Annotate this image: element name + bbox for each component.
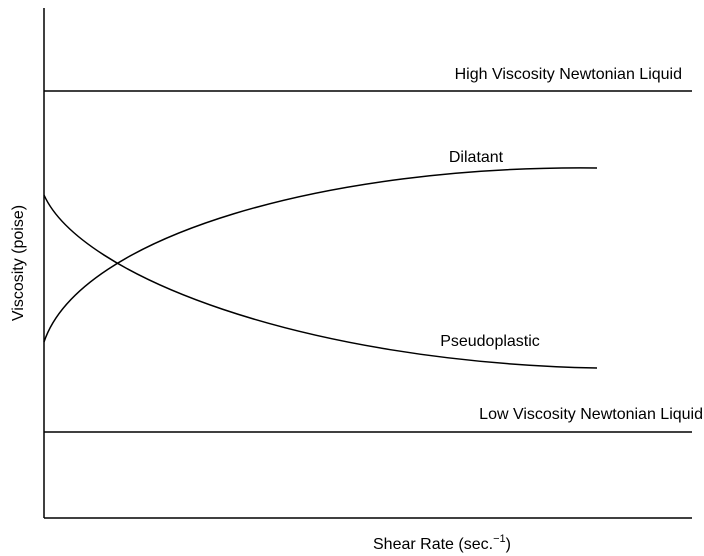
x-axis-label: Shear Rate (sec.−1) — [373, 533, 511, 553]
x-axis-label-close: ) — [506, 536, 511, 553]
y-axis-label: Viscosity (poise) — [10, 205, 27, 321]
dilatant-curve — [43, 167, 598, 343]
dilatant-label: Dilatant — [449, 149, 504, 166]
pseudoplastic-curve — [43, 194, 598, 369]
high-label: High Viscosity Newtonian Liquid — [455, 66, 682, 83]
low-label: Low Viscosity Newtonian Liquid — [479, 406, 703, 423]
x-axis-label-superscript: −1 — [493, 533, 506, 545]
pseudoplastic-label: Pseudoplastic — [440, 333, 540, 350]
x-axis-label-main: Shear Rate (sec. — [373, 536, 493, 553]
